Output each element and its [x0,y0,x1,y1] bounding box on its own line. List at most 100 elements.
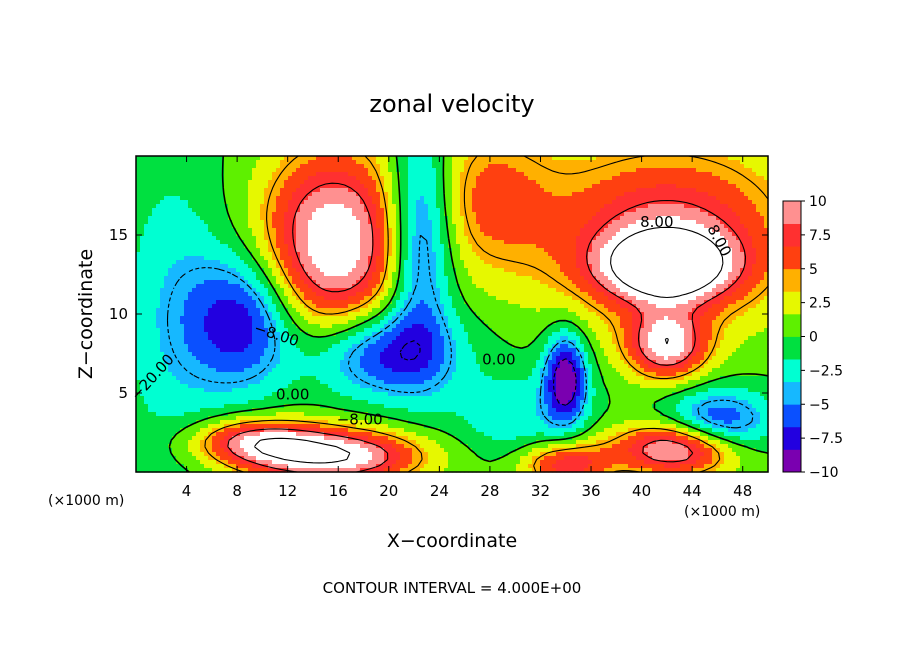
field-cell [216,228,221,233]
field-cell [696,168,701,173]
field-cell [204,280,209,285]
field-cell [572,276,577,281]
field-cell [288,216,293,221]
field-cell [364,256,369,261]
field-cell [744,164,749,169]
field-cell [152,224,157,229]
field-cell [728,172,733,177]
field-cell [252,264,257,269]
field-cell [232,232,237,237]
field-cell [672,204,677,209]
field-cell [244,248,249,253]
field-cell [392,276,397,281]
field-cell [556,204,561,209]
field-cell [420,260,425,265]
field-cell [708,200,713,205]
field-cell [608,232,613,237]
field-cell [596,200,601,205]
field-cell [472,176,477,181]
field-cell [244,224,249,229]
field-cell [536,236,541,241]
field-cell [320,228,325,233]
field-cell [748,156,753,161]
field-cell [172,204,177,209]
field-cell [692,224,697,229]
field-cell [504,188,509,193]
field-cell [736,164,741,169]
field-cell [360,236,365,241]
field-cell [372,276,377,281]
field-cell [616,200,621,205]
field-cell [216,220,221,225]
field-cell [484,228,489,233]
field-cell [208,172,213,177]
field-cell [228,188,233,193]
field-cell [544,156,549,161]
field-cell [464,228,469,233]
field-cell [532,220,537,225]
field-cell [216,192,221,197]
field-cell [520,192,525,197]
field-cell [352,160,357,165]
field-cell [700,196,705,201]
field-cell [712,164,717,169]
field-cell [464,172,469,177]
field-cell [564,224,569,229]
field-cell [528,156,533,161]
field-cell [512,184,517,189]
field-cell [516,184,521,189]
field-cell [500,200,505,205]
field-cell [656,220,661,225]
field-cell [408,276,413,281]
field-cell [704,256,709,261]
field-cell [688,176,693,181]
field-cell [568,260,573,265]
field-cell [544,256,549,261]
field-cell [308,244,313,249]
field-cell [220,216,225,221]
field-cell [136,240,141,245]
field-cell [528,220,533,225]
field-cell [604,168,609,173]
field-cell [360,232,365,237]
field-cell [136,196,141,201]
field-cell [156,252,161,257]
field-cell [376,244,381,249]
field-cell [680,196,685,201]
field-cell [440,208,445,213]
field-cell [620,252,625,257]
field-cell [416,208,421,213]
field-cell [156,184,161,189]
field-cell [332,252,337,257]
field-cell [596,220,601,225]
field-cell [608,224,613,229]
field-cell [140,272,145,277]
field-cell [500,252,505,257]
field-cell [712,260,717,265]
field-cell [248,184,253,189]
field-cell [404,176,409,181]
field-cell [416,160,421,165]
field-cell [256,200,261,205]
field-cell [736,156,741,161]
field-cell [244,180,249,185]
field-cell [468,208,473,213]
field-cell [704,204,709,209]
field-cell [584,276,589,281]
field-cell [612,192,617,197]
chart-title: zonal velocity [369,90,534,118]
field-cell [160,236,165,241]
field-cell [572,224,577,229]
field-cell [688,244,693,249]
field-cell [652,260,657,265]
field-cell [700,188,705,193]
field-cell [388,268,393,273]
field-cell [728,156,733,161]
field-cell [648,240,653,245]
field-cell [668,260,673,265]
field-cell [256,196,261,201]
field-cell [640,224,645,229]
field-cell [644,180,649,185]
field-cell [508,204,513,209]
field-cell [536,264,541,269]
